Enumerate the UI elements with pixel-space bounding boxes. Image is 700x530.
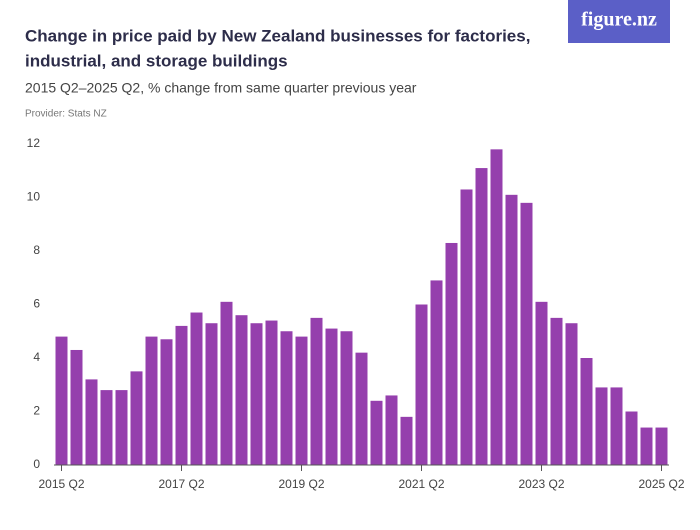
bar [190,312,203,465]
bar [325,328,338,465]
bar [625,411,638,465]
logo-box [568,0,670,43]
bar [295,336,308,465]
bar [355,352,368,465]
subtitle: 2015 Q2–2025 Q2, % change from same quar… [25,80,417,96]
bar [115,390,128,465]
y-tick-label: 8 [33,243,40,257]
bar [370,400,383,465]
bar [610,387,623,465]
bar [70,349,83,465]
bar [100,390,113,465]
bar [340,331,353,465]
bar [655,427,668,465]
provider: Provider: Stats NZ [25,109,107,120]
x-tick-label: 2023 Q2 [518,477,564,491]
x-tick-label: 2025 Q2 [638,477,684,491]
bar [640,427,653,465]
bar [520,202,533,465]
bar [385,395,398,465]
bar [535,301,548,465]
bar [595,387,608,465]
bar [55,336,68,465]
y-tick-label: 12 [27,136,41,150]
bar [460,189,473,465]
bar [400,416,413,465]
bar [445,242,458,465]
bar [160,339,173,465]
x-tick-label: 2021 Q2 [398,477,444,491]
logo: figure.nz [581,9,657,31]
bar [220,301,233,465]
y-tick-label: 6 [33,297,40,311]
bar [130,371,143,465]
x-tick-label: 2019 Q2 [278,477,324,491]
bar [430,280,443,465]
y-tick-label: 10 [27,190,41,204]
x-tick-label: 2017 Q2 [158,477,204,491]
bar [145,336,158,465]
y-tick-label: 2 [33,404,40,418]
bar [550,317,563,465]
chart-title: Change in price paid by New Zealand busi… [25,26,530,45]
y-tick-label: 4 [33,350,40,364]
bar [505,194,518,465]
bar [580,358,593,465]
bar [175,325,188,465]
bar [310,317,323,465]
bar [490,149,503,465]
chart-title: industrial, and storage buildings [25,51,288,70]
x-tick-label: 2015 Q2 [38,477,84,491]
bar [265,320,278,465]
bar [475,168,488,465]
bar [280,331,293,465]
y-tick-label: 0 [33,457,40,471]
bar [565,323,578,465]
bar [205,323,218,465]
bar [250,323,263,465]
bar [415,304,428,465]
bar [235,315,248,465]
bar [85,379,98,465]
